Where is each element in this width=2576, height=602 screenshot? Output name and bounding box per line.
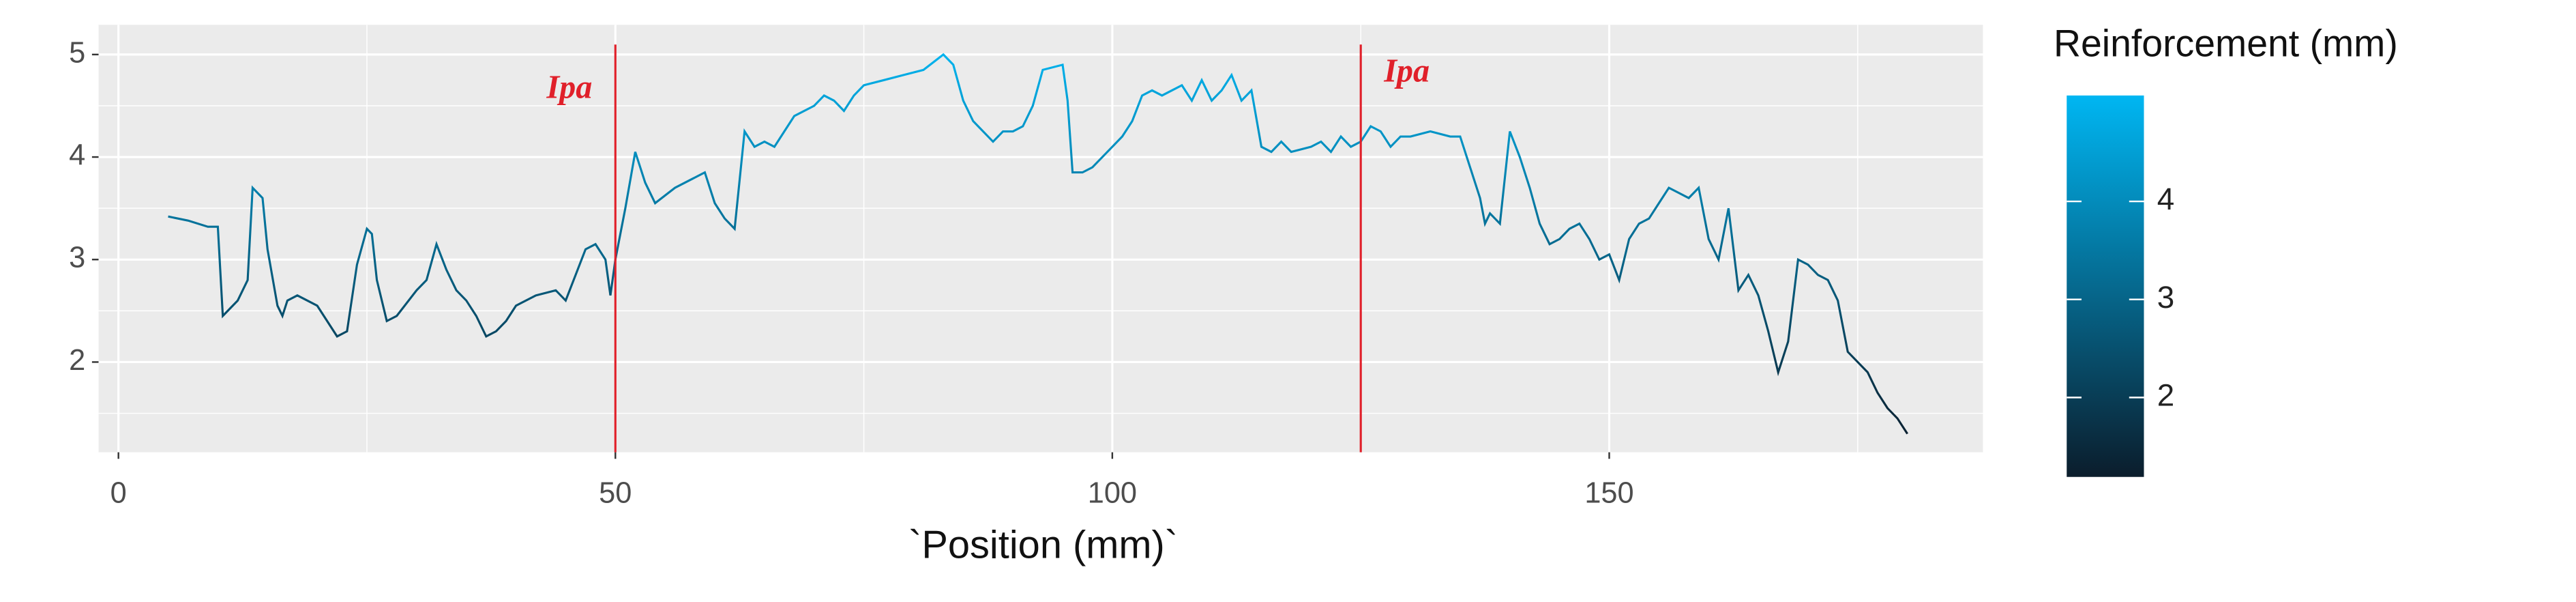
colorbar-title: Reinforcement (mm)	[2054, 22, 2398, 64]
x-axis-title: `Position (mm)`	[908, 524, 1178, 567]
x-tick-label: 50	[599, 477, 632, 510]
colorbar-tick-label: 2	[2157, 377, 2174, 412]
reference-label: Ipa	[1383, 53, 1430, 89]
y-tick-label: 5	[69, 36, 85, 69]
x-tick-label: 0	[110, 477, 127, 510]
data-line	[168, 53, 1908, 435]
reference-label: Ipa	[546, 70, 592, 106]
colorbar	[2067, 95, 2144, 477]
colorbar-tick-label: 4	[2157, 182, 2174, 216]
colorbar-tick-label: 3	[2157, 280, 2174, 315]
y-tick-label: 4	[69, 139, 85, 172]
x-tick-label: 150	[1584, 477, 1633, 510]
y-tick-label: 2	[69, 344, 85, 377]
x-tick-label: 100	[1088, 477, 1137, 510]
panel	[98, 25, 1983, 453]
y-tick-label: 3	[69, 242, 85, 274]
